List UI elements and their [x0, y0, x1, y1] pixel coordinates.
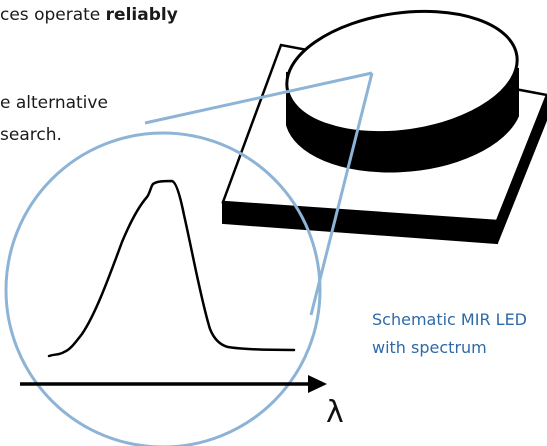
paragraph-line-1-bold: reliably: [105, 5, 178, 25]
caption-line-2: with spectrum: [372, 338, 487, 357]
paragraph-line-3: search.: [0, 125, 62, 145]
magnifier-line-lower: [309, 72, 374, 316]
caption-line-1: Schematic MIR LED: [372, 310, 527, 329]
led-dome-top: [285, 9, 519, 135]
spectrum-curve: [47, 179, 296, 358]
led-dome: [285, 9, 519, 173]
magnifier-lines: [144, 71, 374, 316]
wavelength-axis: [20, 375, 327, 393]
axis-arrowhead: [308, 375, 327, 393]
magnifier-circle: [4, 131, 322, 446]
paragraph-line-1: ces operate reliably: [0, 5, 178, 25]
paragraph-line-1-text: ces operate: [0, 5, 106, 25]
wavelength-symbol: λ: [326, 395, 344, 430]
paragraph-line-2: e alternative: [0, 93, 108, 113]
magnifier-line-upper: [144, 71, 373, 125]
